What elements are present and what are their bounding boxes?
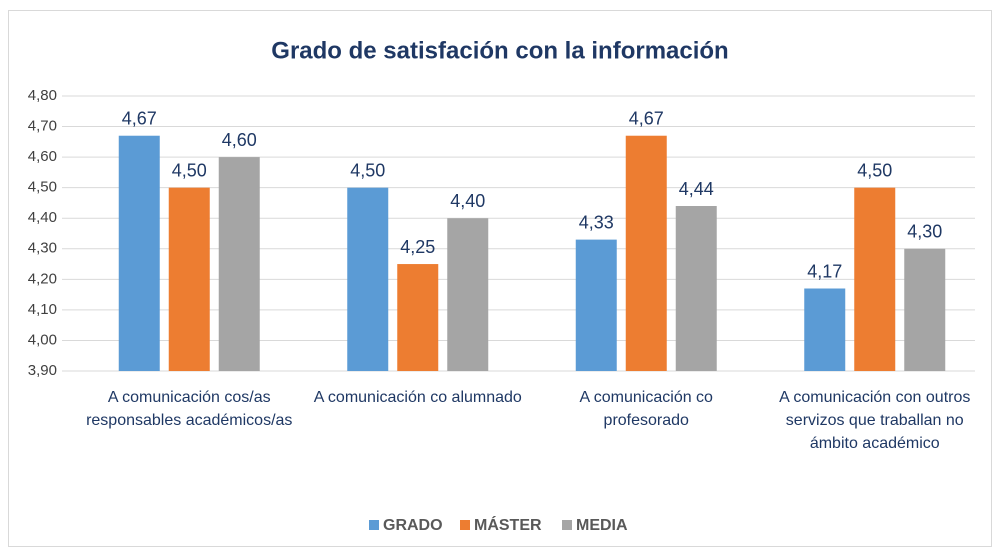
bar: [904, 248, 946, 371]
y-tick-label: 4,40: [28, 209, 57, 226]
bar: [854, 187, 896, 371]
bar: [447, 218, 489, 371]
y-tick-label: 4,70: [28, 118, 57, 135]
data-label: 4,50: [350, 160, 385, 180]
bar: [168, 187, 210, 371]
bar: [218, 157, 260, 371]
data-label: 4,44: [679, 179, 714, 199]
x-tick-label: A comunicación con outros servizos que t…: [779, 389, 971, 452]
data-label: 4,50: [172, 160, 207, 180]
data-label: 4,30: [907, 222, 942, 242]
data-label: 4,33: [579, 212, 614, 232]
y-tick-label: 4,60: [28, 148, 57, 165]
data-label: 4,50: [857, 160, 892, 180]
y-tick-label: 3,90: [28, 362, 57, 379]
legend-swatch: [460, 520, 470, 530]
bar: [118, 135, 160, 371]
x-tick-label: A comunicación co alumnado: [313, 389, 522, 406]
chart-title: Grado de satisfación con la información: [271, 37, 728, 64]
bar: [347, 187, 389, 371]
data-label: 4,40: [450, 191, 485, 211]
data-label: 4,17: [807, 261, 842, 281]
x-tick-label: A comunicación co profesorado: [579, 389, 713, 429]
data-label: 4,67: [629, 108, 664, 128]
legend-label: MÁSTER: [474, 515, 542, 534]
legend-label: MEDIA: [576, 517, 628, 534]
bar: [397, 264, 439, 371]
data-label: 4,67: [122, 108, 157, 128]
bar: [804, 288, 846, 371]
data-label: 4,25: [400, 237, 435, 257]
y-tick-label: 4,00: [28, 331, 57, 348]
y-tick-label: 4,50: [28, 179, 57, 196]
bar: [675, 206, 717, 371]
legend-swatch: [369, 520, 379, 530]
y-tick-label: 4,10: [28, 301, 57, 318]
legend-swatch: [562, 520, 572, 530]
y-tick-label: 4,80: [28, 87, 57, 104]
legend-label: GRADO: [383, 517, 443, 534]
bar: [575, 239, 617, 371]
y-tick-label: 4,30: [28, 240, 57, 257]
data-label: 4,60: [222, 130, 257, 150]
x-tick-label: A comunicación cos/as responsables acadé…: [86, 389, 293, 429]
bar: [625, 135, 667, 371]
y-tick-label: 4,20: [28, 270, 57, 287]
